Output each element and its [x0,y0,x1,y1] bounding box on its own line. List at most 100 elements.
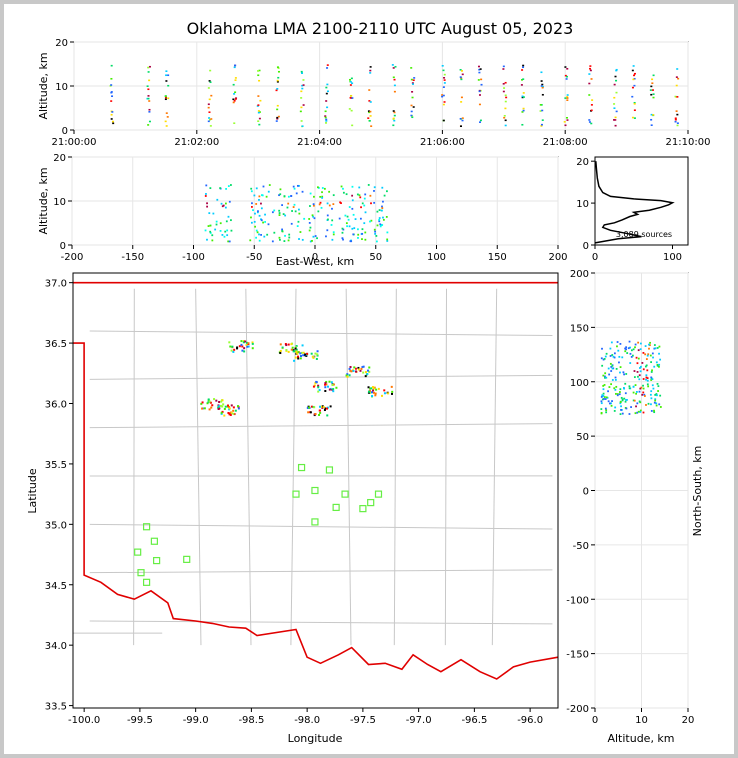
county-line [89,523,553,530]
ew-source [279,188,282,191]
ew-source [312,235,315,238]
map-source [321,405,324,408]
time-height-source [590,78,593,80]
time-height-source [232,101,235,104]
time-height-source [615,91,618,94]
ns-source [610,402,612,405]
time-height-source [301,84,304,87]
time-height-source [588,121,591,123]
time-height-source [207,106,210,109]
time-height-source [165,112,168,114]
altitude-tick-label: 20 [55,38,68,49]
ns-source [617,349,620,352]
ew-source [342,228,345,231]
ns-tick-label: 50 [576,432,589,443]
ew-source [382,218,385,221]
time-height-source [367,117,370,119]
time-height-source [632,78,635,81]
time-height-source [633,84,636,87]
map-source [366,373,369,376]
ew-altitude-tick-label: 10 [53,197,66,208]
time-height-source [615,69,618,72]
ns-source [619,402,622,405]
ns-source [605,411,608,414]
ew-source [328,204,331,207]
ew-source [301,190,304,193]
ew-source [346,215,349,218]
ns-tick-label: -50 [573,541,589,552]
map-source [241,349,244,352]
time-height-source [164,98,167,101]
time-height-source [147,66,150,69]
time-height-source [566,99,569,101]
ew-source [332,203,335,206]
map-source [229,413,232,416]
time-height-source [111,95,114,97]
ns-source [629,352,632,355]
ew-source [303,217,306,220]
map-source [292,349,295,352]
time-height-source [367,110,370,112]
ew-source [208,212,211,215]
map-source [362,365,365,368]
ew-source [226,229,229,232]
time-height-source [459,76,462,78]
time-height-source [350,94,353,97]
ns-source [601,347,603,350]
time-height-source [234,91,237,94]
ew-source [206,238,208,241]
ew-source [363,197,366,200]
oklahoma-state-border [73,281,559,680]
map-source [368,370,371,373]
time-height-source [325,86,328,89]
ns-source [656,363,659,366]
map-source [215,399,218,402]
ew-tick-label: -150 [121,252,144,263]
lat-tick-label: 34.5 [45,581,67,592]
ns-source [653,409,655,412]
ns-source [611,379,614,381]
map-source [330,381,333,384]
ns-source [642,387,645,390]
time-height-source [479,68,482,70]
lon-tick-label: -98.0 [294,715,320,726]
time-height-source [208,98,211,101]
ew-tick-label: -50 [246,252,262,263]
map-source [317,390,320,393]
ns-source [614,406,617,409]
county-line [89,569,553,574]
ns-source [634,412,637,415]
time-height-source [350,77,353,80]
ew-source [347,218,350,221]
time-height-source [111,120,114,123]
ew-source [345,193,348,196]
time-tick-label: 21:08:00 [543,137,588,148]
time-height-source [614,116,617,119]
ew-source [260,202,262,205]
ew-source [258,195,261,198]
map-source [326,414,329,417]
ew-source [258,239,261,242]
time-height-source [443,73,446,76]
time-height-source [541,83,544,86]
map-source [374,392,377,395]
time-height-source [541,85,544,88]
ew-source [373,228,376,231]
ns-source [651,378,654,381]
time-height-source [110,91,113,94]
time-height-source [410,67,413,69]
time-height-source [652,93,655,95]
time-height-source [590,109,593,112]
map-source [315,357,318,360]
map-source [213,398,216,401]
ns-source [622,387,625,389]
time-height-source [652,114,655,116]
time-height-source [235,97,238,99]
time-height-source [633,77,636,80]
source-count-label: 3,089 sources [616,230,672,239]
map-source [230,404,233,407]
ew-source [265,195,268,198]
ns-source [607,367,610,370]
map-source [209,401,212,404]
time-height-source [234,64,237,67]
